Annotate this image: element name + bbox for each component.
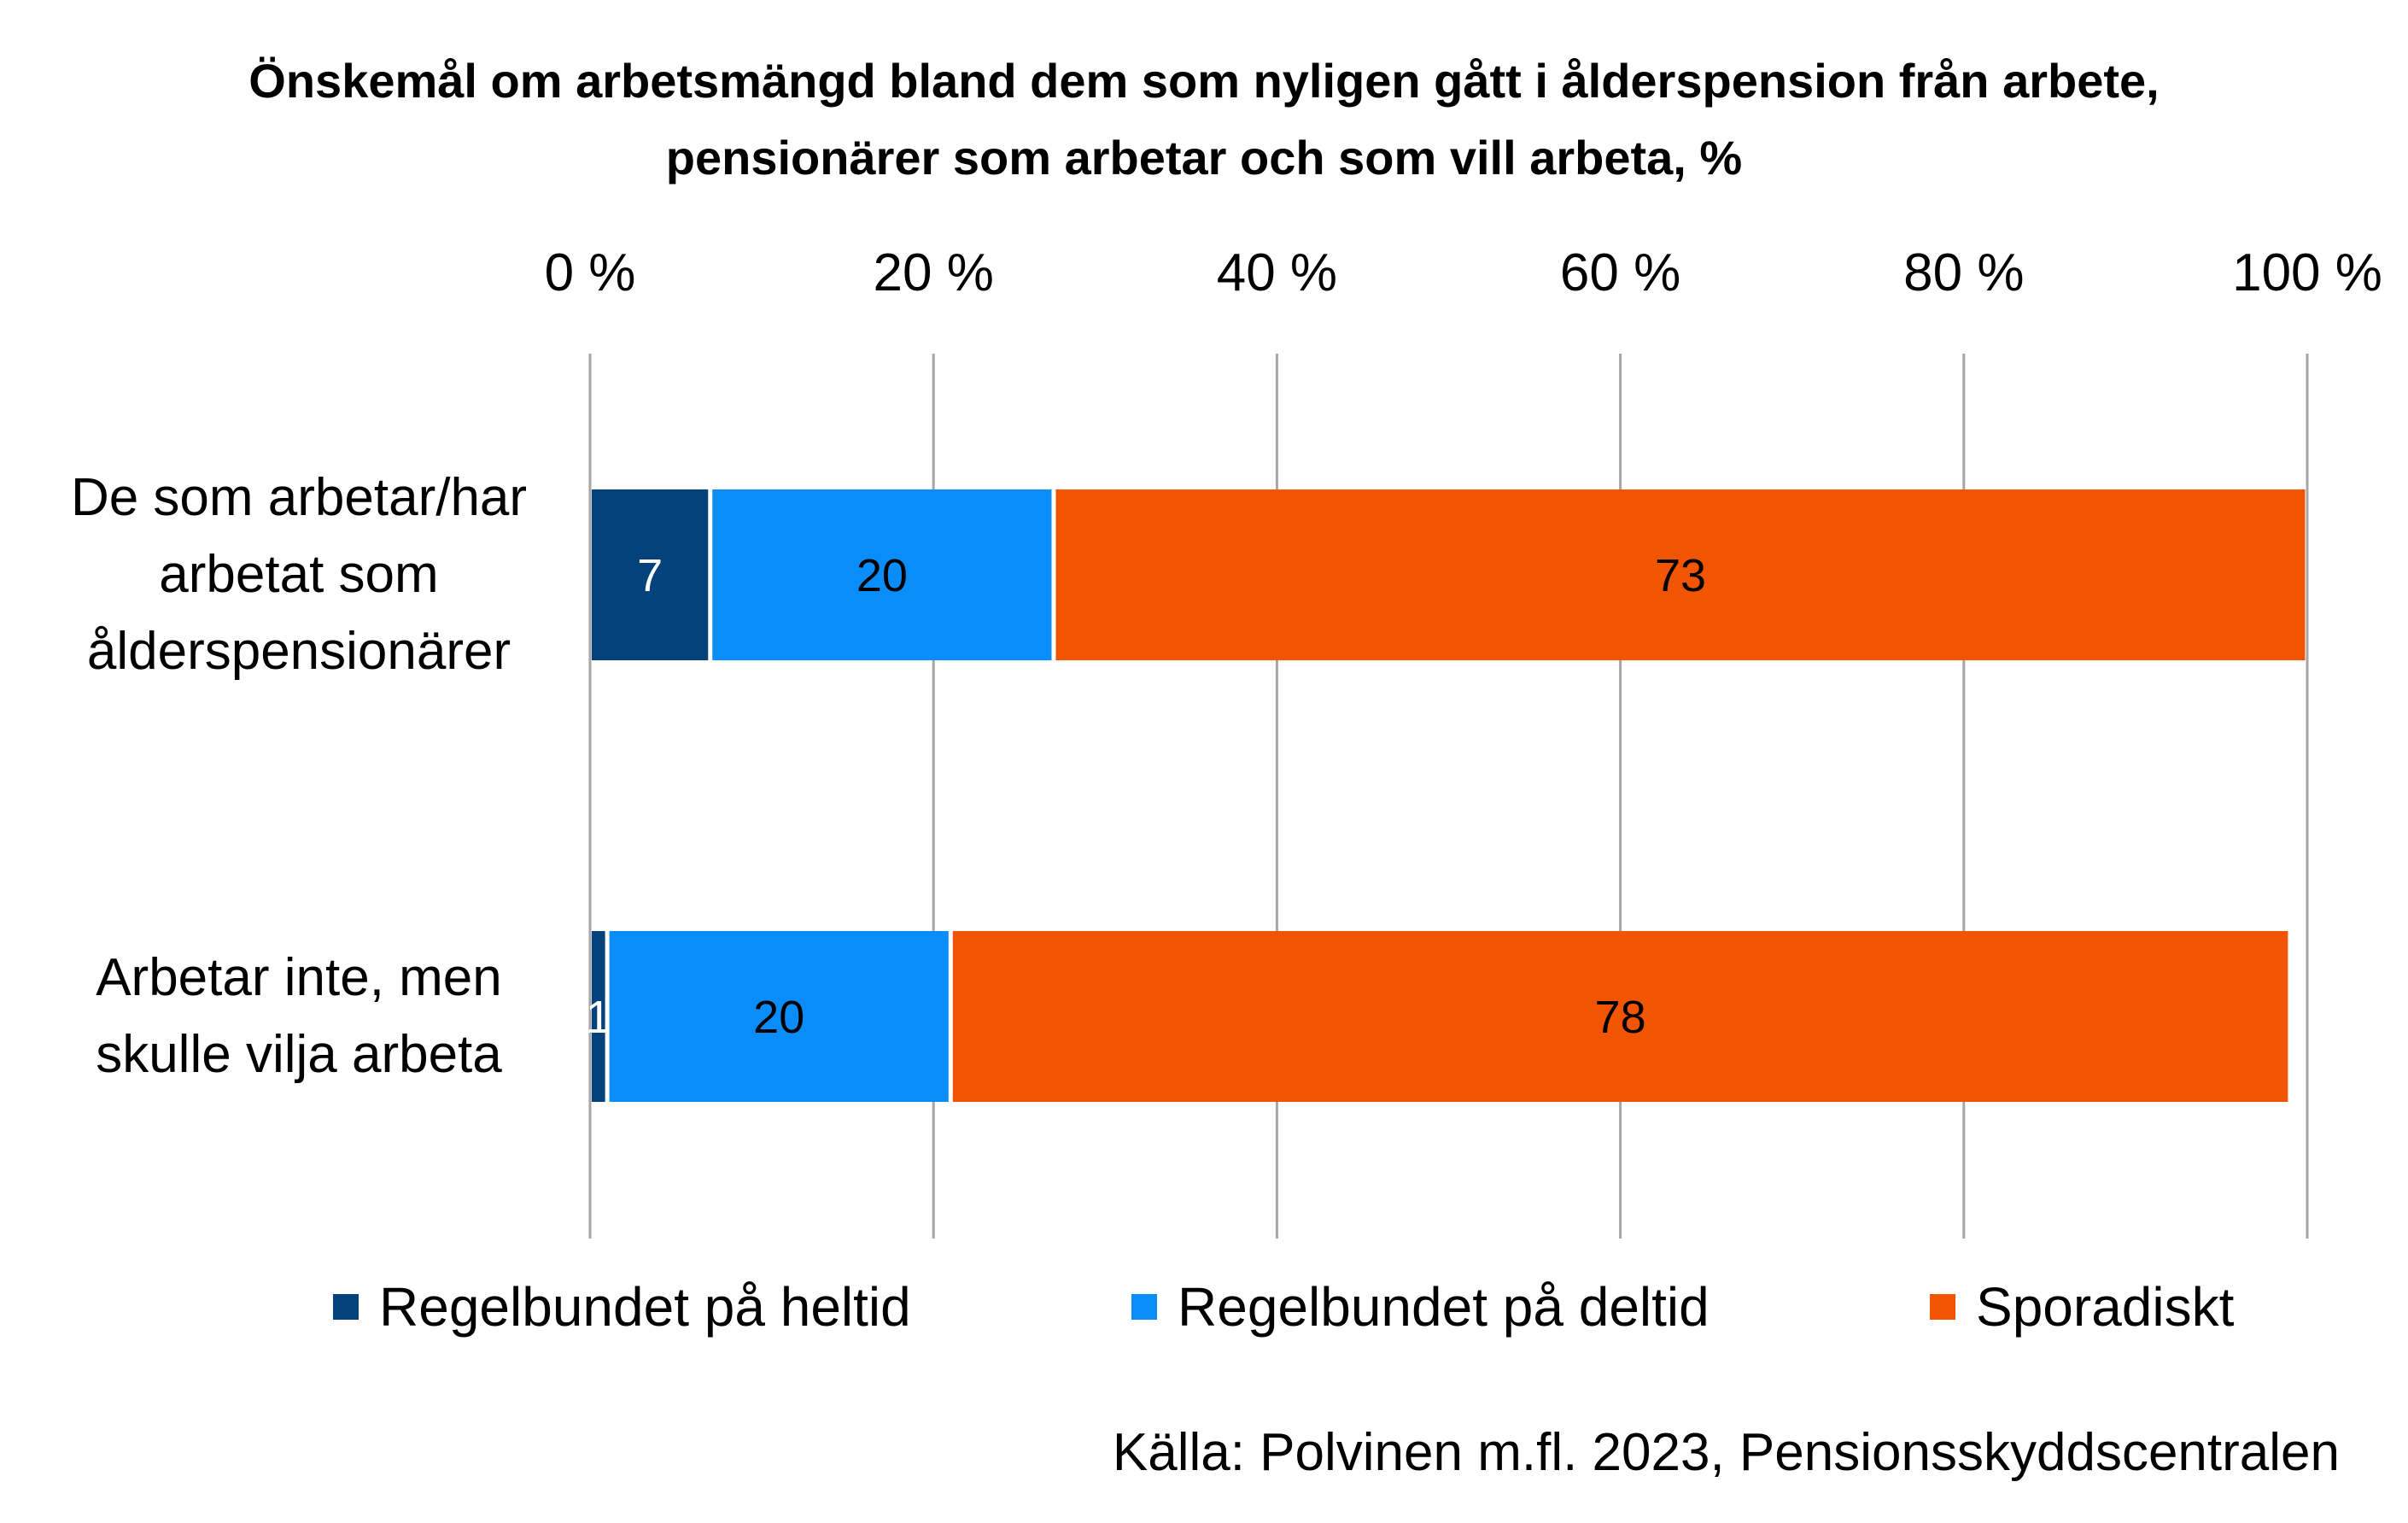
legend-swatch-deltid bbox=[1131, 1294, 1157, 1320]
bar-data-label: 78 bbox=[1595, 992, 1646, 1043]
bar-segment bbox=[1055, 489, 2306, 660]
legend-item-heltid: Regelbundet på heltid bbox=[333, 1273, 911, 1341]
bar-data-label: 7 bbox=[637, 550, 663, 601]
x-tick-label: 0 % bbox=[545, 243, 636, 302]
bar-segment bbox=[712, 489, 1052, 660]
category-label: De som arbetar/har arbetat som ålderspensi… bbox=[17, 460, 581, 690]
legend-swatch-heltid bbox=[333, 1294, 359, 1320]
chart-title-line-1: Önskemål om arbetsmängd bland dem som ny… bbox=[248, 54, 2160, 108]
bar-segment bbox=[592, 931, 605, 1102]
category-label-line: arbetat som bbox=[159, 545, 439, 604]
bar-segment bbox=[952, 931, 2288, 1102]
category-label-line: skulle vilja arbeta bbox=[96, 1025, 502, 1084]
bar-segment bbox=[609, 931, 949, 1102]
x-axis-ticks: 0 % 20 % 40 % 60 % 80 % 100 % bbox=[545, 243, 2382, 302]
legend-label-heltid: Regelbundet på heltid bbox=[379, 1276, 911, 1338]
legend-item-sporadiskt: Sporadiskt bbox=[1930, 1273, 2234, 1341]
x-tick-label: 40 % bbox=[1217, 243, 1337, 302]
bar-data-label: 20 bbox=[753, 992, 804, 1043]
category-label-line: De som arbetar/har bbox=[70, 468, 528, 527]
legend: Regelbundet på heltid Regelbundet på del… bbox=[0, 1273, 2408, 1341]
gridlines bbox=[588, 354, 2309, 1239]
x-tick-label: 60 % bbox=[1560, 243, 1680, 302]
x-tick-label: 80 % bbox=[1903, 243, 2024, 302]
legend-swatch-sporadiskt bbox=[1930, 1294, 1955, 1320]
bar-data-label: 1 bbox=[586, 992, 611, 1043]
source-note: Källa: Polvinen m.fl. 2023, Pensionsskyd… bbox=[1112, 1423, 2340, 1482]
x-tick-label: 20 % bbox=[874, 243, 994, 302]
legend-label-sporadiskt: Sporadiskt bbox=[1976, 1276, 2235, 1338]
category-label-line: Arbetar inte, men bbox=[96, 948, 502, 1007]
legend-label-deltid: Regelbundet på deltid bbox=[1178, 1276, 1710, 1338]
legend-item-deltid: Regelbundet på deltid bbox=[1131, 1273, 1710, 1341]
bar-data-label: 73 bbox=[1655, 550, 1706, 601]
bars: 7 20 73 1 20 78 bbox=[586, 489, 2306, 1102]
category-label-line: ålderspensionärer bbox=[86, 622, 511, 681]
x-tick-label: 100 % bbox=[2232, 243, 2382, 302]
chart-title-line-2: pensionärer som arbetar och som vill arb… bbox=[665, 131, 1743, 185]
bar-data-label: 20 bbox=[856, 550, 908, 601]
bar-segment bbox=[592, 489, 709, 660]
category-label: Arbetar inte, men skulle vilja arbeta bbox=[17, 940, 581, 1093]
